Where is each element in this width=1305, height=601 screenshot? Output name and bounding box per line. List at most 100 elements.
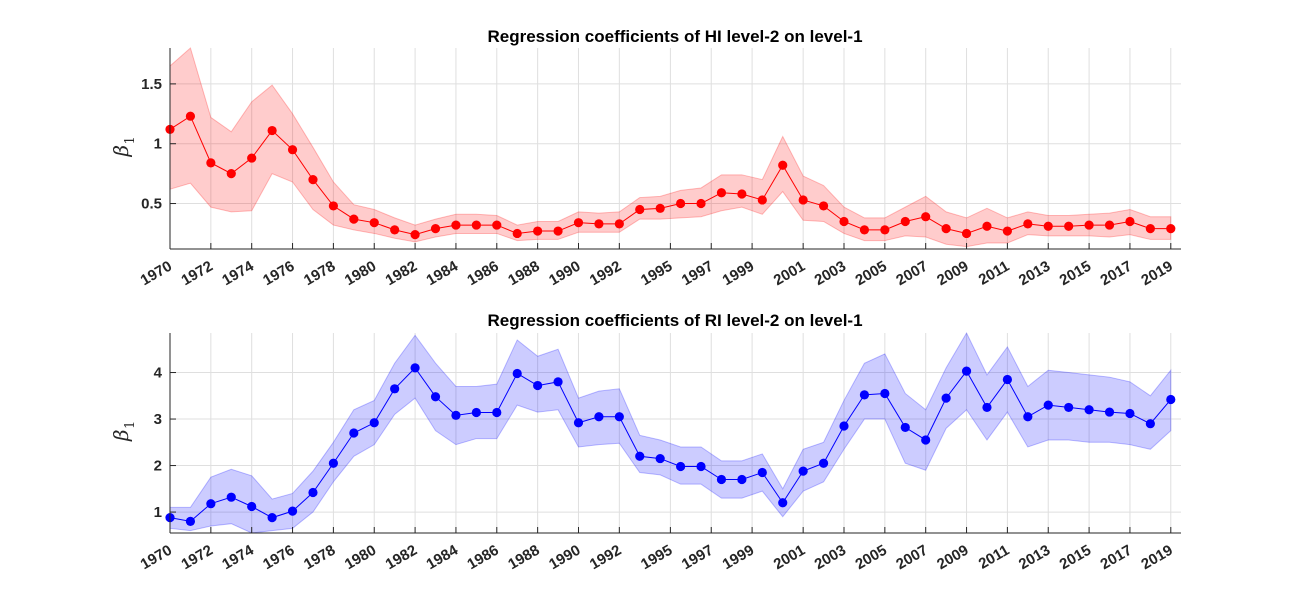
data-point — [1023, 412, 1033, 422]
data-point — [369, 218, 379, 228]
x-tick-label: 2005 — [852, 542, 889, 573]
data-point — [961, 228, 972, 239]
x-tick-label: 1972 — [178, 542, 215, 573]
data-point — [308, 175, 318, 185]
x-tick-label: 1986 — [464, 542, 501, 573]
data-point — [880, 225, 890, 235]
x-tick-label: 1999 — [720, 258, 757, 289]
series-line-ri — [169, 367, 1172, 522]
data-point — [512, 368, 522, 379]
x-tick-label: 1974 — [219, 257, 257, 289]
data-point — [696, 198, 706, 209]
data-point — [1084, 220, 1094, 230]
data-point — [635, 204, 645, 215]
x-tick-label: 1997 — [679, 542, 716, 573]
data-point — [247, 153, 257, 163]
data-point — [308, 487, 318, 498]
x-tick-label: 2013 — [1016, 258, 1053, 289]
data-point — [1084, 405, 1094, 415]
x-tick-label: 2019 — [1138, 542, 1175, 573]
data-point — [410, 363, 420, 373]
data-point — [206, 158, 216, 168]
data-point — [553, 226, 563, 236]
x-tick-label: 1992 — [587, 258, 624, 289]
x-tick-label: 2011 — [976, 258, 1013, 289]
data-point — [839, 216, 849, 227]
x-tick-label: 2011 — [976, 542, 1013, 573]
data-point — [594, 412, 604, 422]
data-point — [635, 451, 645, 461]
x-tick-label: 1997 — [679, 258, 716, 289]
x-tick-label: 1988 — [505, 542, 542, 573]
data-point — [798, 466, 808, 476]
data-point — [247, 501, 257, 512]
x-tick-label: 2009 — [934, 542, 971, 573]
data-point — [614, 412, 624, 422]
data-point — [471, 220, 481, 230]
data-point — [451, 220, 461, 230]
data-point — [492, 220, 502, 230]
data-point — [226, 169, 236, 179]
x-tick-label: 1978 — [301, 258, 338, 289]
data-point — [737, 474, 747, 485]
x-tick-label: 2007 — [893, 542, 930, 573]
data-point — [839, 421, 849, 431]
x-tick-label: 1972 — [178, 258, 215, 289]
x-tick-label: 1988 — [505, 258, 542, 289]
data-point — [778, 160, 788, 170]
y-tick-label: 1 — [154, 504, 162, 521]
y-tick-label: 0.5 — [141, 196, 162, 213]
hi-coefficient-panel: Regression coefficients of HI level-2 on… — [109, 27, 1181, 289]
chart-title-hi: Regression coefficients of HI level-2 on… — [487, 27, 862, 46]
y-tick-label: 1 — [154, 136, 162, 153]
data-point — [553, 377, 563, 387]
x-tick-labels-hi: 1970 1972 1974 1976 1978 1980 1982 1984 1986 1988… — [138, 257, 1176, 289]
data-points-ri — [165, 363, 1176, 526]
data-point — [492, 407, 502, 418]
grid-ri — [169, 333, 1181, 533]
x-tick-labels-ri: 1970 1972 1974 1976 1978 1980 1982 1984 1986 1988… — [138, 541, 1176, 573]
data-point — [1125, 216, 1135, 227]
x-tick-label: 1984 — [424, 541, 462, 573]
x-tick-label: 1984 — [424, 257, 462, 289]
data-point — [921, 435, 931, 445]
x-tick-label: 1976 — [260, 542, 297, 573]
data-point — [900, 216, 910, 227]
x-tick-label: 1986 — [464, 258, 501, 289]
data-point — [1002, 226, 1012, 236]
data-point — [512, 228, 522, 239]
x-tick-label: 1990 — [546, 542, 583, 573]
data-points-hi — [165, 111, 1176, 240]
confidence-band-ri — [169, 331, 1172, 534]
x-tick-label: 1992 — [587, 542, 624, 573]
x-tick-label: 2019 — [1138, 258, 1175, 289]
x-tick-label: 2015 — [1057, 258, 1094, 289]
data-point — [1166, 394, 1176, 405]
data-point — [1104, 407, 1115, 417]
x-tick-label: 1978 — [301, 542, 338, 573]
ri-coefficient-panel: Regression coefficients of RI level-2 on… — [109, 311, 1181, 573]
x-tick-label: 1995 — [638, 542, 675, 573]
y-tick-labels-ri: 1 2 3 4 — [154, 365, 163, 522]
data-point — [757, 467, 767, 478]
data-point — [390, 225, 400, 235]
data-point — [328, 458, 338, 468]
x-tick-label: 2003 — [812, 542, 849, 573]
data-point — [676, 461, 686, 472]
data-point — [655, 453, 665, 464]
confidence-band-ri — [169, 331, 1172, 534]
data-point — [818, 458, 829, 468]
data-point — [430, 392, 441, 402]
x-tick-label: 1980 — [342, 258, 379, 289]
data-point — [1043, 221, 1053, 231]
y-axis-symbol-hi: β — [109, 145, 133, 158]
x-tick-label: 2017 — [1098, 258, 1135, 289]
data-point — [982, 402, 992, 413]
data-point — [328, 201, 338, 211]
data-point — [1002, 374, 1012, 385]
data-point — [533, 380, 543, 391]
data-point — [1023, 219, 1033, 229]
data-point — [716, 474, 727, 485]
y-tick-label: 2 — [154, 458, 162, 475]
